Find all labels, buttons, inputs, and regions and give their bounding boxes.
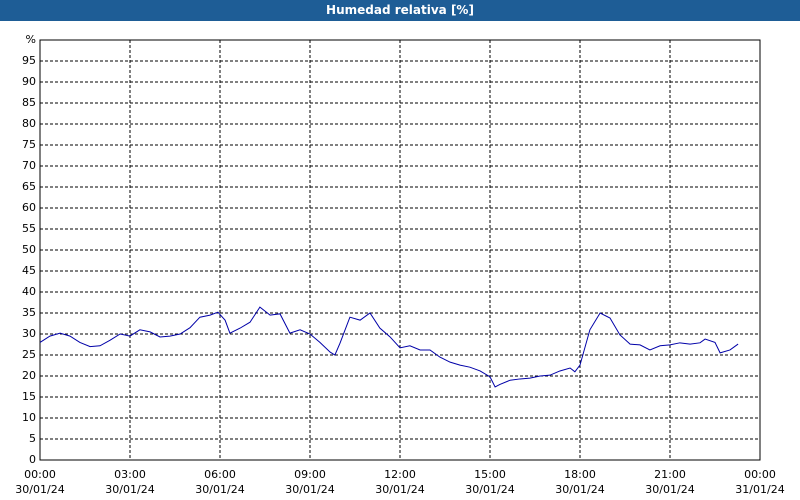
x-tick-label: 00:00	[24, 468, 56, 481]
x-tick-date: 30/01/24	[465, 483, 514, 496]
x-tick-label: 00:00	[744, 468, 776, 481]
x-tick-date: 30/01/24	[555, 483, 604, 496]
x-tick-label: 18:00	[564, 468, 596, 481]
y-tick-label: 85	[22, 96, 36, 109]
x-tick-date: 30/01/24	[645, 483, 694, 496]
y-tick-label: 10	[22, 411, 36, 424]
x-tick-label: 15:00	[474, 468, 506, 481]
x-tick-date: 30/01/24	[195, 483, 244, 496]
y-tick-label: 40	[22, 285, 36, 298]
plot-frame	[39, 39, 761, 461]
y-tick-label: 95	[22, 54, 36, 67]
y-tick-label: 0	[29, 453, 36, 466]
x-tick-label: 03:00	[114, 468, 146, 481]
y-tick-label: 65	[22, 180, 36, 193]
y-tick-label: 55	[22, 222, 36, 235]
y-tick-label: 60	[22, 201, 36, 214]
y-tick-label: 50	[22, 243, 36, 256]
title-bar: Humedad relativa [%]	[0, 0, 800, 21]
x-tick-label: 21:00	[654, 468, 686, 481]
x-tick-label: 12:00	[384, 468, 416, 481]
x-tick-date: 30/01/24	[285, 483, 334, 496]
x-tick-date: 30/01/24	[375, 483, 424, 496]
x-tick-date: 30/01/24	[105, 483, 154, 496]
y-tick-label: 5	[29, 432, 36, 445]
y-tick-label: 20	[22, 369, 36, 382]
x-tick-label: 06:00	[204, 468, 236, 481]
y-tick-label: %	[26, 33, 36, 46]
y-tick-label: 90	[22, 75, 36, 88]
y-tick-label: 80	[22, 117, 36, 130]
x-tick-label: 09:00	[294, 468, 326, 481]
y-tick-label: 75	[22, 138, 36, 151]
x-tick-date: 30/01/24	[15, 483, 64, 496]
y-tick-label: 15	[22, 390, 36, 403]
x-tick-date: 31/01/24	[735, 483, 784, 496]
y-tick-label: 25	[22, 348, 36, 361]
y-tick-label: 30	[22, 327, 36, 340]
y-tick-label: 70	[22, 159, 36, 172]
y-tick-label: 35	[22, 306, 36, 319]
y-tick-label: 45	[22, 264, 36, 277]
humidity-line	[39, 306, 739, 388]
